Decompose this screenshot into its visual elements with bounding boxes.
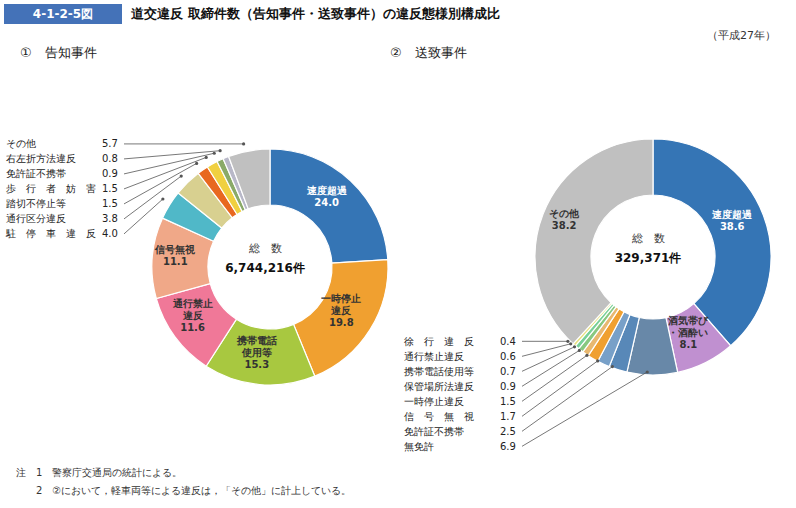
html-text:② 送致事件: ② 送致事件 [390, 45, 467, 60]
svg-text:免許証不携帯: 免許証不携帯 [404, 426, 464, 437]
svg-text:免許証不携帯: 免許証不携帯 [8, 168, 66, 179]
html-text:（平成27年）: （平成27年） [707, 29, 776, 42]
html-text:2 ②において，軽車両等による違反は，「その他」に計上してい: 2 ②において，軽車両等による違反は，「その他」に計上している。 [16, 485, 352, 496]
svg-text:0.8: 0.8 [102, 153, 118, 164]
svg-text:通行禁止違反11.6: 通行禁止違反11.6 [172, 298, 213, 333]
html-text:4-1-2-5図: 4-1-2-5図 [32, 7, 94, 21]
svg-text:通行区分違反: 通行区分違反 [8, 213, 66, 224]
svg-text:1.5: 1.5 [102, 198, 118, 209]
svg-text:2.5: 2.5 [500, 426, 516, 437]
svg-text:1.5: 1.5 [500, 396, 516, 407]
html-text:① 告知事件: ① 告知事件 [20, 45, 97, 60]
svg-text:5.7: 5.7 [102, 138, 118, 149]
svg-text:歩 行 者 妨 害: 歩 行 者 妨 害 [8, 183, 96, 194]
svg-text:その他: その他 [8, 138, 36, 149]
svg-text:一時停止違反19.8: 一時停止違反19.8 [321, 293, 361, 328]
svg-text:0.9: 0.9 [102, 168, 118, 179]
svg-text:0.9: 0.9 [500, 381, 516, 392]
svg-text:速度超過24.0: 速度超過24.0 [306, 185, 348, 208]
svg-text:携帯電話使用等15.3: 携帯電話使用等15.3 [236, 335, 277, 370]
svg-text:保管場所法違反: 保管場所法違反 [404, 381, 474, 392]
svg-text:一時停止違反: 一時停止違反 [404, 396, 464, 407]
html-text:道交違反 取締件数（告知事件・送致事件）の違反態様別構成比: 道交違反 取締件数（告知事件・送致事件）の違反態様別構成比 [131, 6, 500, 21]
html-text:総 数: 総 数 [248, 242, 282, 255]
svg-text:1.7: 1.7 [500, 411, 516, 422]
svg-text:徐 行 違 反: 徐 行 違 反 [404, 336, 474, 347]
svg-text:踏切不停止等: 踏切不停止等 [8, 198, 66, 209]
svg-text:右左折方法違反: 右左折方法違反 [8, 153, 76, 164]
html-text:6,744,216件: 6,744,216件 [225, 261, 305, 275]
svg-text:3.8: 3.8 [102, 213, 118, 224]
svg-text:駐 停 車 違 反: 駐 停 車 違 反 [8, 228, 96, 239]
svg-text:0.7: 0.7 [500, 366, 516, 377]
svg-text:信号無視11.1: 信号無視11.1 [154, 244, 196, 267]
svg-text:1.5: 1.5 [102, 183, 118, 194]
svg-text:信 号 無 視: 信 号 無 視 [404, 411, 474, 422]
svg-text:無免許: 無免許 [404, 441, 434, 452]
html-text:総 数: 総 数 [631, 232, 665, 245]
html-text:注 1 警察庁交通局の統計による。: 注 1 警察庁交通局の統計による。 [16, 467, 183, 478]
svg-text:酒気帯び・酒酔い8.1: 酒気帯び・酒酔い8.1 [667, 315, 709, 350]
svg-text:携帯電話使用等: 携帯電話使用等 [404, 366, 474, 377]
svg-text:0.6: 0.6 [500, 351, 516, 362]
html-text:329,371件: 329,371件 [614, 251, 682, 265]
svg-text:6.9: 6.9 [500, 441, 516, 452]
svg-text:その他38.2: その他38.2 [549, 208, 580, 231]
svg-text:速度超過38.6: 速度超過38.6 [711, 209, 753, 232]
svg-text:0.4: 0.4 [500, 336, 516, 347]
svg-text:4.0: 4.0 [102, 228, 118, 239]
svg-text:通行禁止違反: 通行禁止違反 [404, 351, 464, 362]
